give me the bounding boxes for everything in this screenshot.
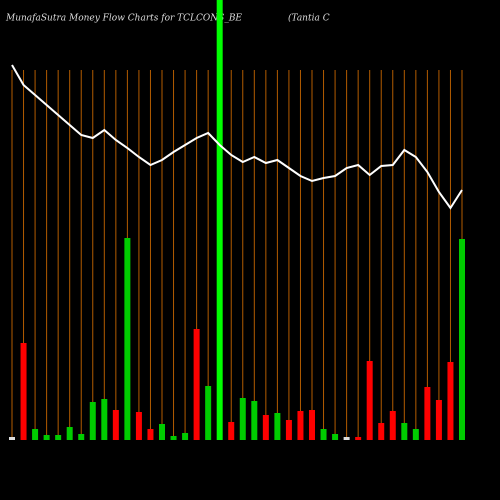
- bar: [66, 427, 73, 440]
- bar: [228, 422, 235, 440]
- bar: [78, 434, 85, 440]
- bar: [182, 433, 189, 440]
- bar: [89, 402, 96, 440]
- bar: [43, 435, 50, 440]
- bar: [101, 399, 108, 440]
- bar: [447, 362, 454, 440]
- bar: [205, 386, 212, 440]
- bar: [297, 411, 304, 440]
- bar: [355, 437, 362, 440]
- price-line: [11, 64, 463, 210]
- bar: [309, 410, 315, 440]
- bar: [20, 343, 27, 440]
- bar: [401, 423, 408, 440]
- bar: [343, 437, 350, 440]
- bar: [274, 413, 281, 440]
- bar: [193, 329, 200, 440]
- bar: [9, 437, 15, 440]
- bar: [170, 436, 177, 440]
- bar: [320, 429, 327, 440]
- bar: [285, 420, 292, 440]
- bar: [216, 0, 223, 440]
- bar: [424, 387, 431, 440]
- bar: [159, 424, 165, 440]
- bar: [332, 434, 339, 440]
- bar: [124, 238, 131, 440]
- bar: [412, 429, 419, 440]
- bar: [112, 410, 119, 440]
- chart-title: MunafaSutra Money Flow Charts for TCLCON…: [5, 14, 242, 24]
- bar: [389, 411, 396, 440]
- bar: [459, 239, 465, 440]
- bar: [251, 401, 258, 440]
- bar: [435, 400, 442, 440]
- bar: [378, 423, 385, 440]
- bar: [262, 415, 269, 440]
- chart-subtitle: (Tantia C: [288, 13, 330, 24]
- bar: [32, 429, 39, 440]
- bar: [55, 435, 62, 440]
- bar: [239, 398, 246, 440]
- bar: [366, 361, 373, 440]
- bar: [147, 429, 154, 440]
- bar: [135, 412, 142, 440]
